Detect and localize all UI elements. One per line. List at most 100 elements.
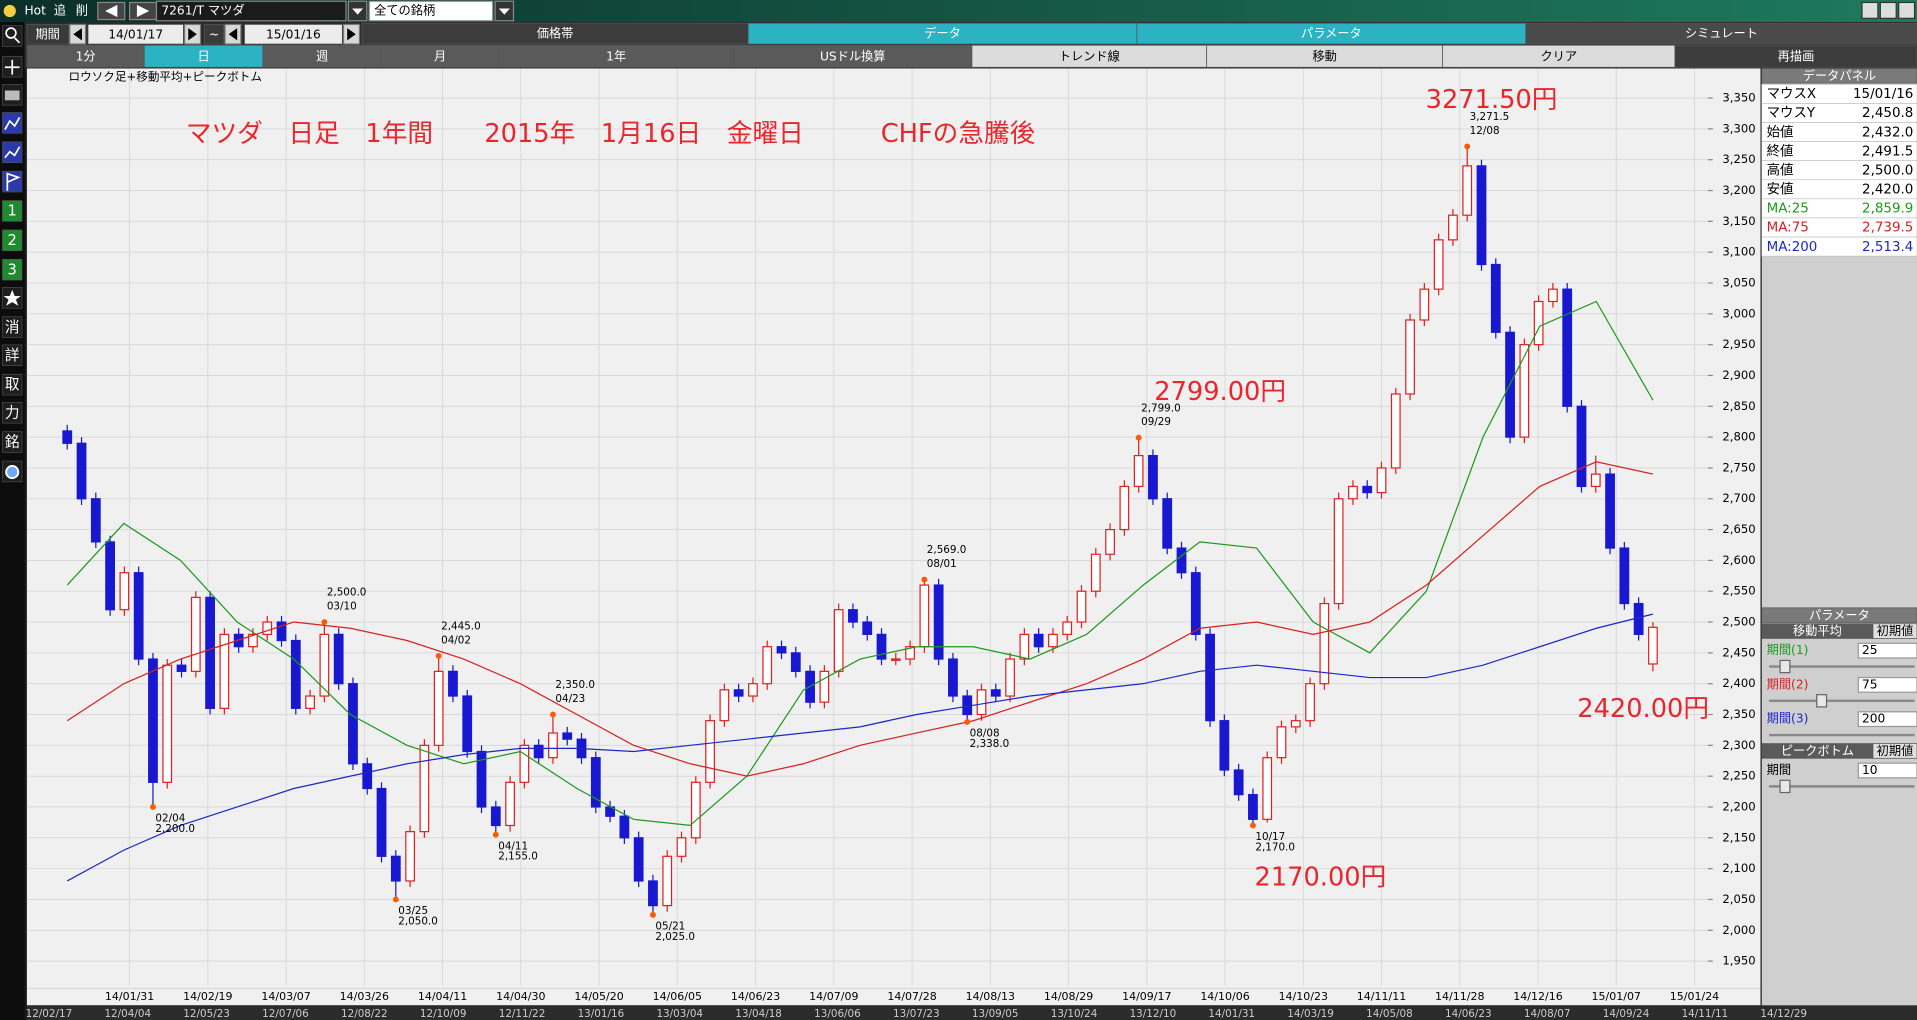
data-value: 2,513.4 [1862, 240, 1913, 255]
y-tick-label: 1,950 [1722, 954, 1755, 968]
sidebar-button[interactable] [2, 344, 23, 366]
overview-date: 12/04/04 [104, 1008, 151, 1020]
y-tick-label: 2,900 [1722, 368, 1755, 382]
universe-input[interactable] [368, 0, 494, 22]
close-button[interactable] [1898, 1, 1916, 19]
sidebar-icon[interactable] [2, 170, 23, 193]
candle-body [719, 689, 730, 722]
candle-body [305, 695, 315, 709]
candle-body [1219, 720, 1230, 771]
peak-marker [1135, 434, 1142, 441]
sidebar-button[interactable] [2, 229, 23, 252]
candle-body [1348, 485, 1358, 500]
bottom-marker [392, 896, 399, 903]
bottom-value: 2,050.0 [398, 915, 438, 927]
candle-body [690, 781, 701, 839]
start-date-bg[interactable] [87, 24, 184, 45]
y-tick-label: 2,700 [1722, 491, 1755, 505]
sidebar-icon[interactable] [2, 141, 23, 163]
symbol-input[interactable] [155, 0, 347, 22]
moving-average-line [66, 300, 1654, 827]
annotation: 2799.00円 [1154, 377, 1286, 407]
sidebar-button[interactable] [2, 402, 23, 424]
x-tick-label: 14/07/09 [809, 990, 858, 1003]
x-tick-label: 14/11/11 [1357, 990, 1406, 1003]
y-tick-label: 2,250 [1722, 769, 1755, 783]
bottom-date: 02/04 [155, 813, 185, 825]
overview-date: 13/09/05 [972, 1008, 1019, 1020]
candle-body [476, 750, 487, 808]
camera-icon [4, 90, 20, 101]
candle-body [848, 609, 858, 623]
y-tick-label: 3,300 [1722, 121, 1755, 135]
toolbar-button: 移動 [1312, 49, 1336, 63]
slider-thumb[interactable] [1779, 779, 1791, 794]
candle-body [76, 442, 87, 500]
delete-button: 削 [76, 4, 88, 18]
candle-body [362, 763, 373, 790]
param-input[interactable] [1857, 642, 1917, 659]
minimize-button[interactable] [1861, 1, 1879, 19]
nav-arrow [105, 4, 150, 18]
y-tick-label: 3,150 [1722, 214, 1755, 228]
candle-body [1376, 467, 1387, 494]
candle-body [333, 633, 344, 685]
data-label: 終値 [1767, 143, 1794, 159]
candle-body [448, 670, 458, 697]
universe-text: 全ての銘柄 [374, 3, 435, 18]
candle-body [1390, 393, 1401, 469]
reset-button-bg[interactable] [1872, 743, 1917, 759]
candle-body [1590, 473, 1601, 488]
y-tick-label: 2,150 [1722, 830, 1755, 844]
param-input[interactable] [1857, 762, 1917, 779]
data-value: 2,491.5 [1862, 144, 1913, 159]
maximize-button[interactable] [1879, 1, 1897, 19]
candle-body [405, 831, 415, 882]
candle-body [933, 584, 944, 660]
candle-body [419, 744, 430, 833]
y-tick-label: 3,100 [1722, 245, 1755, 259]
tab: シミュレート [1685, 27, 1758, 41]
peak-marker [550, 711, 556, 718]
tab-bg[interactable] [1525, 22, 1917, 45]
y-tick-label: 3,000 [1722, 306, 1755, 320]
parameter-panel-title-bg [1761, 607, 1917, 623]
candle-body [1062, 621, 1073, 635]
candle-body [1619, 547, 1630, 605]
sidebar-button[interactable] [2, 316, 23, 338]
param-input[interactable] [1857, 711, 1917, 728]
sidebar-button[interactable] [2, 258, 23, 281]
y-tick-label: 3,050 [1722, 275, 1755, 289]
reset-button-bg[interactable] [1872, 623, 1917, 639]
candle-body [1290, 720, 1301, 728]
y-tick-label: 2,850 [1722, 399, 1755, 413]
candle-body [648, 880, 658, 907]
param-input[interactable] [1857, 676, 1917, 693]
sidebar-button[interactable] [2, 431, 23, 453]
y-tick-label: 2,600 [1722, 553, 1755, 567]
candle-body [1248, 794, 1258, 820]
sidebar-button[interactable] [2, 200, 23, 222]
candle-body [1176, 547, 1187, 574]
sidebar-button[interactable] [2, 373, 23, 396]
end-date-bg[interactable] [244, 24, 343, 45]
data-label: 始値 [1767, 124, 1794, 140]
candle-body [562, 732, 573, 740]
candle-body [890, 658, 901, 661]
y-tick-label: 3,200 [1722, 183, 1755, 197]
y-tick-label: 2,000 [1722, 923, 1755, 937]
candle-body [190, 596, 201, 672]
candle-body [276, 621, 287, 642]
overview-date: 12/02/17 [26, 1008, 73, 1020]
annotation: 3271.50円 [1426, 85, 1558, 115]
slider-thumb[interactable] [1779, 659, 1791, 674]
data-label: MA:200 [1767, 240, 1818, 255]
reset-button: 初期値 [1877, 743, 1914, 758]
tab: データ [924, 26, 961, 41]
toolbar-button-bg[interactable] [1674, 44, 1917, 68]
bottom-date: 08/08 [970, 728, 1000, 740]
slider-thumb[interactable] [1816, 694, 1828, 708]
sidebar-label: 消 [5, 319, 20, 336]
